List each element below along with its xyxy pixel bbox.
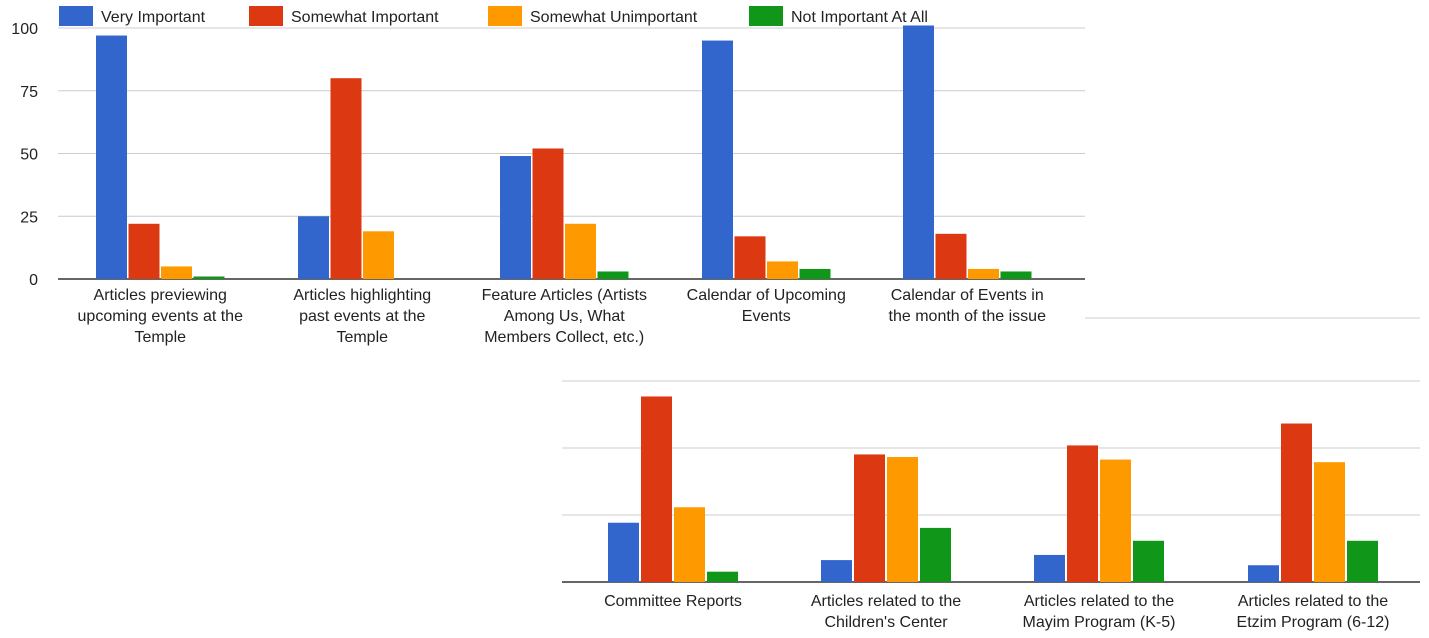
- bar-very-important-1: [96, 35, 127, 279]
- legend-swatch-somewhat-unimportant: [488, 6, 522, 26]
- chart-1-bars: [96, 25, 1032, 279]
- category-label: Etzim Program (6-12): [1237, 614, 1390, 631]
- bar-very-important-3: [1034, 554, 1065, 582]
- bar-very-important-4: [1248, 565, 1279, 582]
- bar-somewhat-important-5: [935, 233, 967, 279]
- category-label: Events: [742, 308, 791, 325]
- bar-somewhat-important-2: [854, 454, 885, 582]
- chart-1-category-labels: Articles previewing upcoming events at th…: [78, 287, 1047, 346]
- category-label: Feature Articles (Artists: [482, 287, 647, 304]
- category-label: Articles related to the: [1024, 593, 1174, 610]
- chart-1-y-ticks: 0 25 50 75 100: [11, 21, 38, 289]
- y-tick-label: 50: [20, 147, 38, 164]
- chart-legend: Very Important Somewhat Important Somewhat…: [59, 6, 928, 26]
- bar-somewhat-unimportant-2: [887, 457, 918, 582]
- legend-swatch-not-important-at-all: [749, 6, 783, 26]
- bar-very-important-2: [821, 560, 852, 582]
- legend-label-somewhat-unimportant: Somewhat Unimportant: [530, 9, 698, 26]
- bar-not-important-at-all-1: [193, 276, 225, 279]
- bar-not-important-at-all-3: [1133, 540, 1164, 582]
- category-label: past events at the: [299, 308, 425, 325]
- bar-not-important-at-all-4: [1347, 540, 1378, 582]
- category-label: Children's Center: [824, 614, 948, 631]
- bar-somewhat-unimportant-4: [767, 261, 798, 279]
- category-label: Members Collect, etc.): [484, 329, 644, 346]
- bar-somewhat-important-1: [641, 396, 672, 582]
- category-label: Articles related to the: [1238, 593, 1388, 610]
- bar-very-important-2: [298, 216, 329, 279]
- bar-somewhat-unimportant-5: [968, 268, 999, 279]
- legend-label-somewhat-important: Somewhat Important: [291, 9, 439, 26]
- bar-somewhat-important-1: [128, 223, 160, 279]
- legend-label-not-important-at-all: Not Important At All: [791, 9, 928, 26]
- bar-somewhat-unimportant-3: [1100, 459, 1131, 582]
- bar-somewhat-important-2: [330, 78, 362, 279]
- bar-somewhat-important-4: [734, 236, 766, 279]
- category-label: Articles related to the: [811, 593, 961, 610]
- y-tick-label: 25: [20, 209, 38, 226]
- bar-not-important-at-all-3: [597, 271, 629, 279]
- category-label: Temple: [134, 329, 186, 346]
- category-label: Temple: [336, 329, 388, 346]
- bar-not-important-at-all-5: [1000, 271, 1032, 279]
- bar-not-important-at-all-4: [799, 268, 831, 279]
- bar-very-important-1: [608, 522, 639, 582]
- chart-2-category-labels: Committee Reports Articles related to the…: [604, 593, 1389, 631]
- legend-swatch-somewhat-important: [249, 6, 283, 26]
- category-label: Committee Reports: [604, 593, 742, 610]
- category-label: Mayim Program (K-5): [1023, 614, 1176, 631]
- category-label: Articles previewing: [94, 287, 227, 304]
- bar-somewhat-important-3: [1067, 445, 1098, 582]
- category-label: upcoming events at the: [78, 308, 244, 325]
- category-label: Calendar of Events in: [891, 287, 1044, 304]
- chart-1: 0 25 50 75 100 Articles previewing upcoming e…: [11, 21, 1085, 346]
- bar-very-important-3: [500, 156, 531, 279]
- bar-somewhat-unimportant-1: [674, 507, 705, 582]
- category-label: Among Us, What: [504, 308, 625, 325]
- bar-somewhat-important-4: [1281, 423, 1312, 582]
- y-tick-label: 75: [20, 84, 38, 101]
- bar-very-important-5: [903, 25, 934, 279]
- bar-not-important-at-all-1: [707, 571, 738, 582]
- bar-somewhat-unimportant-2: [363, 231, 394, 279]
- category-label: Articles highlighting: [293, 287, 431, 304]
- bar-somewhat-unimportant-1: [161, 266, 192, 279]
- legend-swatch-very-important: [59, 6, 93, 26]
- y-tick-label: 0: [29, 272, 38, 289]
- bar-somewhat-unimportant-4: [1314, 462, 1345, 582]
- chart-2-bars: [608, 396, 1378, 582]
- bar-somewhat-unimportant-3: [565, 223, 596, 279]
- bar-somewhat-important-3: [532, 148, 564, 279]
- legend-label-very-important: Very Important: [101, 9, 206, 26]
- bar-not-important-at-all-2: [920, 527, 951, 582]
- chart-2: Committee Reports Articles related to the…: [562, 317, 1420, 631]
- bar-very-important-4: [702, 40, 733, 279]
- category-label: the month of the issue: [889, 308, 1047, 325]
- y-tick-label: 100: [11, 21, 38, 38]
- category-label: Calendar of Upcoming: [687, 287, 846, 304]
